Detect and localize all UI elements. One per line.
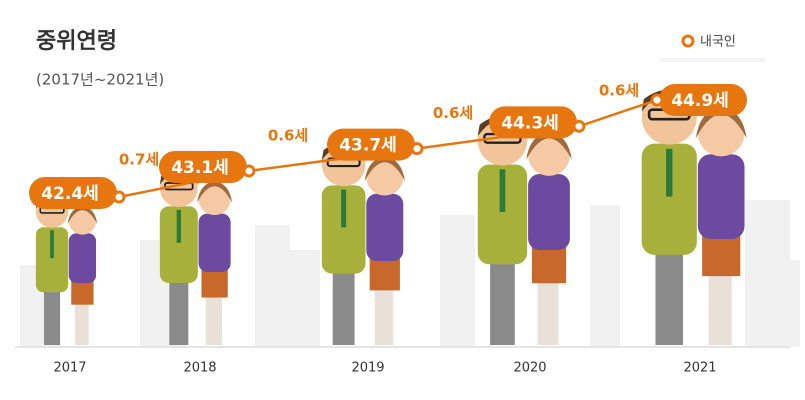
- woman-head: [198, 182, 231, 216]
- people-figure: [641, 89, 747, 345]
- woman-head: [528, 134, 570, 176]
- man-tie: [50, 230, 54, 259]
- woman-head: [366, 158, 404, 196]
- man-tie: [666, 148, 673, 197]
- man-tie: [176, 209, 182, 243]
- data-label: 42.4세: [41, 184, 99, 204]
- man-legs: [169, 275, 189, 345]
- legend-label: 내국인: [700, 35, 736, 50]
- man-jacket: [321, 185, 366, 274]
- woman-hair: [67, 206, 98, 225]
- point: [572, 119, 586, 133]
- man-legs: [43, 286, 61, 345]
- man-legs: [490, 254, 515, 345]
- chart-title: 중위연령: [36, 29, 117, 54]
- increment-label: 0.7세: [119, 150, 159, 168]
- woman-legs: [205, 293, 222, 345]
- plot: 42.4세 2017 43.1세 2018 43.7세 2019 44.3세 2020 44.9…: [29, 82, 747, 376]
- legend-shadow: [660, 58, 765, 62]
- woman-jacket: [68, 233, 97, 283]
- chart-subtitle: (2017년~2021년): [36, 71, 164, 89]
- people-figure: [35, 195, 98, 345]
- people-figure: [159, 169, 233, 345]
- man-legs: [332, 265, 355, 345]
- people-figure: [321, 142, 405, 345]
- data-label: 44.9세: [671, 91, 729, 111]
- man-jacket: [477, 164, 528, 265]
- woman-legs: [74, 301, 89, 345]
- value-pill: [159, 150, 247, 183]
- increment-label: 0.6세: [268, 126, 308, 144]
- data-label: 44.3세: [501, 113, 559, 133]
- woman-head: [697, 109, 745, 157]
- point: [410, 142, 424, 156]
- value-pill: [327, 128, 415, 161]
- woman-legs: [537, 278, 559, 345]
- point: [650, 93, 664, 107]
- x-tick-label: 2020: [513, 361, 546, 376]
- legend: 내국인: [660, 34, 765, 62]
- x-tick-label: 2019: [351, 361, 384, 376]
- woman-legs: [708, 270, 732, 345]
- point: [112, 190, 126, 204]
- woman-head: [68, 207, 97, 235]
- x-tick-label: 2018: [183, 361, 216, 376]
- man-legs: [655, 244, 684, 345]
- man-jacket: [641, 143, 697, 255]
- woman-skirt: [71, 276, 94, 305]
- woman-jacket: [366, 193, 404, 261]
- data-label: 43.7세: [339, 136, 397, 156]
- woman-hair: [526, 132, 572, 160]
- value-pill: [489, 106, 577, 139]
- point: [242, 164, 256, 178]
- woman-jacket: [528, 173, 570, 250]
- x-tick-label: 2021: [683, 361, 716, 376]
- legend-marker: [681, 34, 695, 48]
- woman-hair: [364, 156, 405, 182]
- value-pill: [659, 84, 747, 116]
- man-tie: [341, 189, 347, 228]
- man-tie: [499, 169, 506, 212]
- woman-hair: [197, 181, 233, 203]
- woman-jacket: [697, 154, 745, 239]
- data-label: 43.1세: [171, 158, 229, 178]
- x-tick-label: 2017: [53, 361, 86, 376]
- woman-jacket: [198, 213, 231, 272]
- increment-label: 0.6세: [433, 104, 473, 122]
- man-jacket: [35, 227, 69, 293]
- man-jacket: [159, 206, 198, 283]
- increment-label: 0.6세: [599, 82, 639, 100]
- value-pill: [29, 177, 117, 209]
- woman-legs: [374, 286, 394, 345]
- people-figure: [477, 116, 572, 345]
